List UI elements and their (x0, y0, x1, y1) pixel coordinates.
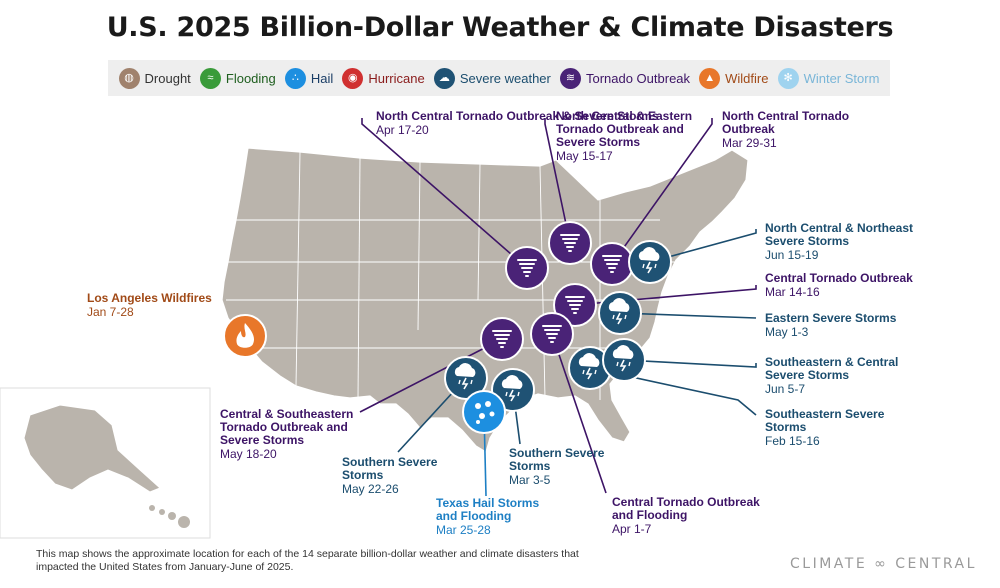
tornado-marker-apr-1-7[interactable] (530, 312, 574, 356)
hail-marker-mar-25-28[interactable] (462, 390, 506, 434)
legend-item-wildfire: ▲ Wildfire (699, 67, 769, 89)
event-label: Southern Severe Storms Mar 3-5 (509, 446, 605, 487)
event-label: Los Angeles Wildfires Jan 7-28 (87, 291, 212, 319)
event-label: North Central Tornado Outbreak & Severe … (376, 109, 659, 137)
event-label: Southeastern Severe Storms Feb 15-16 (765, 407, 885, 448)
winter-storm-icon: ✻ (777, 67, 799, 89)
event-label: Southern Severe Storms May 22-26 (342, 455, 438, 496)
tornado-marker-apr-17-20[interactable] (505, 246, 549, 290)
event-label: Central Tornado Outbreak Mar 14-16 (765, 271, 913, 299)
event-label: Eastern Severe Storms May 1-3 (765, 311, 897, 339)
tornado-marker-may-18-20[interactable] (480, 317, 524, 361)
hail-icon: ∴ (284, 67, 306, 89)
event-label: North Central & Eastern Tornado Outbreak… (556, 109, 693, 163)
legend-item-severe-weather: ☁ Severe weather (433, 67, 551, 89)
hawaii-shape (149, 505, 190, 528)
hurricane-icon: ◉ (342, 67, 364, 89)
legend-label: Hail (310, 70, 334, 86)
tornado-marker-mar-14-16[interactable] (553, 283, 597, 327)
severe-weather-marker-jun-5-7[interactable] (602, 338, 646, 382)
legend-item-hail: ∴ Hail (284, 67, 334, 89)
legend-label: Tornado Outbreak (585, 70, 691, 86)
legend-label: Flooding (225, 70, 276, 86)
page-title: U.S. 2025 Billion-Dollar Weather & Clima… (106, 12, 894, 43)
legend-label: Drought (144, 70, 191, 86)
legend-item-tornado: ≋ Tornado Outbreak (559, 67, 691, 89)
wildfire-marker-jan-7-28[interactable] (223, 314, 267, 358)
event-label: Central & Southeastern Tornado Outbreak … (220, 407, 354, 461)
event-label: Southeastern & Central Severe Storms Jun … (765, 355, 899, 396)
legend-item-hurricane: ◉ Hurricane (342, 67, 425, 89)
legend-item-flooding: ≈ Flooding (199, 67, 276, 89)
legend-label: Hurricane (368, 70, 425, 86)
severe-weather-marker-may-1-3[interactable] (598, 291, 642, 335)
legend: ◍ Drought ≈ Flooding ∴ Hail ◉ Hurricane ☁ Sev… (108, 60, 890, 96)
climate-central-logo: CLIMATE ∞ CENTRAL (790, 556, 977, 572)
legend-label: Wildfire (725, 70, 769, 86)
legend-item-drought: ◍ Drought (118, 67, 191, 89)
severe-weather-icon: ☁ (433, 67, 455, 89)
event-label: Central Tornado Outbreak and Flooding Apr… (612, 495, 760, 536)
legend-label: Winter Storm (803, 70, 880, 86)
tornado-marker-mar-29-31[interactable] (590, 242, 634, 286)
event-label: North Central Tornado Outbreak Mar 29-31 (722, 109, 850, 150)
event-label: Texas Hail Storms and Flooding Mar 25-28 (436, 496, 540, 537)
flooding-icon: ≈ (199, 67, 221, 89)
legend-label: Severe weather (459, 70, 551, 86)
state-lines (226, 151, 680, 400)
severe-weather-marker-jun-15-19[interactable] (628, 240, 672, 284)
tornado-icon: ≋ (559, 67, 581, 89)
wildfire-icon: ▲ (699, 67, 721, 89)
tornado-marker-may-15-17[interactable] (548, 221, 592, 265)
drought-icon: ◍ (118, 67, 140, 89)
alaska-shape (23, 404, 161, 493)
legend-item-winter-storm: ✻ Winter Storm (777, 67, 880, 89)
footnote: This map shows the approximate location … (36, 548, 579, 573)
severe-weather-marker-may-22-26[interactable] (444, 356, 488, 400)
event-label: North Central & Northeast Severe Storms J… (765, 221, 914, 262)
